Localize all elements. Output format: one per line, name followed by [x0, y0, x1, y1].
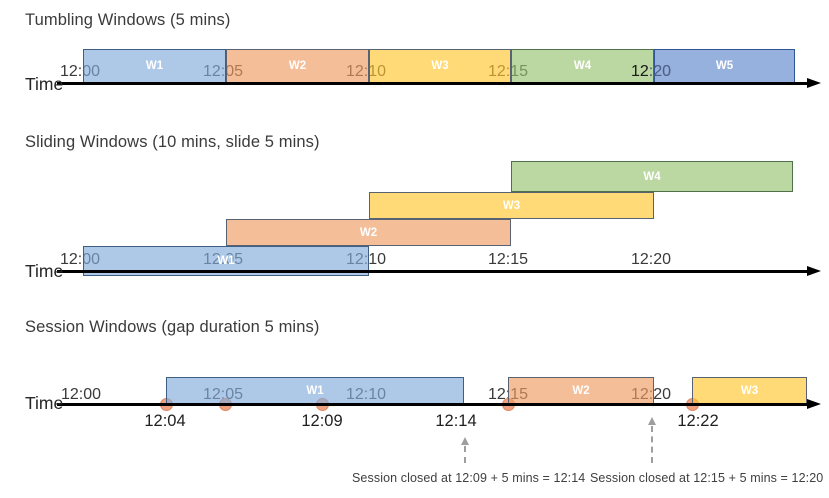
session-window-w1: W1: [166, 377, 464, 404]
session-close-arrow: [651, 426, 653, 463]
window-label: W1: [217, 255, 235, 267]
time-axis-arrowhead: [807, 77, 821, 88]
time-axis-arrowhead: [807, 265, 821, 276]
time-axis-label: Time: [25, 393, 64, 413]
window-label: W4: [573, 60, 592, 72]
session-close-arrow: [464, 446, 466, 463]
session-section-title: Session Windows (gap duration 5 mins): [25, 318, 320, 336]
window-label: W1: [145, 60, 164, 72]
window-label: W1: [306, 384, 324, 397]
axis-tick: 12:20: [630, 251, 672, 268]
tumbling-window-w3: W3: [369, 49, 511, 83]
window-label: W3: [502, 199, 521, 212]
time-axis-label: Time: [25, 74, 64, 94]
window-label: W3: [740, 384, 759, 397]
session-close-arrowhead: [460, 437, 469, 445]
session-closed-note: Session closed at 12:15 + 5 mins = 12:20: [590, 471, 824, 485]
tumbling-section-title: Tumbling Windows (5 mins): [25, 11, 231, 29]
session-close-arrowhead: [647, 417, 656, 425]
event-time-label: 12:14: [435, 412, 477, 430]
window-label: W2: [359, 226, 378, 239]
sliding-window-w4: W4: [511, 161, 793, 192]
tumbling-window-w4: W4: [511, 49, 654, 83]
event-time-label: 12:04: [144, 412, 186, 430]
event-time-label: 12:09: [301, 412, 343, 430]
tumbling-window-w5: W5: [654, 49, 795, 83]
time-axis-label: Time: [25, 261, 64, 281]
axis-tick: 12:15: [487, 251, 529, 268]
session-window-w2: W2: [508, 377, 654, 404]
time-axis: [57, 270, 807, 273]
axis-tick: 12:20: [630, 63, 672, 80]
sliding-window-w3: W3: [369, 192, 654, 219]
time-axis: [57, 82, 807, 85]
window-label: W2: [288, 60, 307, 72]
tumbling-window-w2: W2: [226, 49, 369, 83]
window-label: W5: [715, 60, 734, 72]
window-label: W2: [572, 384, 590, 397]
window-label: W3: [431, 60, 449, 72]
window-label: W4: [643, 170, 661, 183]
tumbling-window-w1: W1: [83, 49, 226, 83]
event-time-label: 12:22: [677, 412, 719, 430]
session-window-w3: W3: [692, 377, 807, 404]
time-axis: [57, 403, 807, 406]
sliding-window-w2: W2: [226, 219, 511, 246]
sliding-section-title: Sliding Windows (10 mins, slide 5 mins): [25, 133, 320, 151]
axis-tick: 12:00: [60, 386, 102, 403]
time-axis-arrowhead: [807, 398, 821, 409]
session-closed-note: Session closed at 12:09 + 5 mins = 12:14: [352, 471, 586, 485]
